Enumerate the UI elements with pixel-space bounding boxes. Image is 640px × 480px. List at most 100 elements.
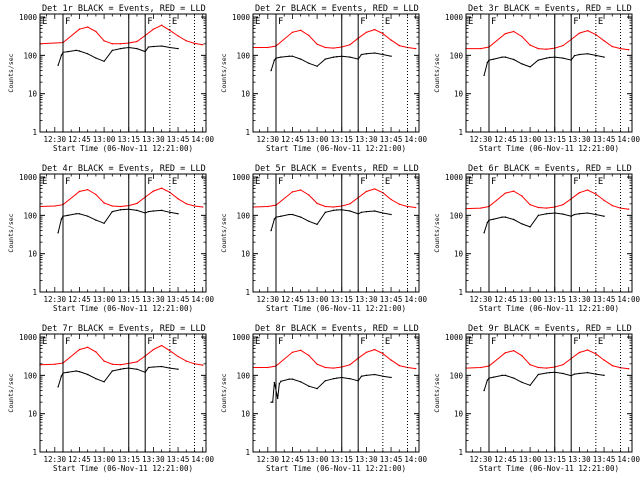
data-point-lld (291, 31, 294, 33)
series-events (270, 209, 392, 231)
x-tick-label: 12:45 (281, 135, 304, 144)
x-tick-label: 13:15 (330, 295, 353, 304)
data-point-events (169, 211, 171, 214)
data-point-lld (562, 363, 564, 366)
data-point-events (486, 221, 489, 224)
x-tick-label: 13:45 (380, 135, 403, 144)
data-point-events (280, 56, 282, 58)
plot-frame (465, 333, 633, 453)
x-tick-label: 13:15 (330, 135, 353, 144)
data-point-lld (611, 45, 613, 48)
data-point-events (512, 377, 515, 379)
data-point-events (60, 375, 63, 377)
data-point-events (75, 370, 77, 372)
data-point-lld (545, 48, 548, 50)
x-tick-label: 13:00 (306, 295, 329, 304)
data-point-events (483, 74, 485, 77)
data-point-lld (78, 348, 81, 351)
data-point-events (160, 365, 163, 368)
data-point-events (273, 59, 276, 61)
data-point-lld (103, 202, 105, 204)
data-point-lld (390, 39, 392, 41)
data-point-lld (308, 34, 310, 37)
data-point-lld (332, 367, 335, 369)
data-point-lld (504, 32, 507, 35)
data-point-events (291, 378, 294, 380)
series-lld (39, 24, 203, 46)
data-point-events (273, 381, 276, 384)
data-point-lld (267, 366, 269, 369)
data-point-events (308, 220, 310, 222)
panel-det-4: Det 4r BLACK = Events, RED = LLD Counts/s… (7, 164, 214, 313)
data-point-lld (512, 190, 515, 192)
x-axis-label: Start Time (06-Nov-11 12:21:00) (53, 144, 193, 153)
x-tick-label: 13:00 (519, 455, 542, 464)
x-tick-label: 13:30 (142, 295, 165, 304)
data-point-lld (291, 351, 294, 353)
data-point-lld (373, 28, 376, 31)
data-point-events (60, 54, 63, 57)
x-tick-label: 14:00 (404, 455, 427, 464)
panel-det-1: Det 1r BLACK = Events, RED = LLD Counts/s… (7, 4, 214, 153)
data-point-lld (86, 188, 89, 191)
event-marker-label: E (385, 337, 390, 347)
x-tick-label: 13:45 (167, 135, 190, 144)
data-point-lld (136, 202, 138, 205)
series-events (57, 208, 179, 233)
x-tick-label: 12:45 (281, 295, 304, 304)
data-point-events (78, 370, 81, 373)
event-marker-label: F (360, 337, 365, 347)
data-point-lld (193, 42, 196, 45)
data-point-events (147, 46, 150, 48)
x-tick-label: 13:15 (543, 295, 566, 304)
plot-frame (252, 173, 420, 293)
x-tick-label: 13:30 (355, 135, 378, 144)
data-point-events (529, 384, 531, 387)
x-tick-label: 13:15 (543, 135, 566, 144)
data-point-lld (537, 47, 540, 50)
data-point-events (288, 55, 290, 57)
event-marker-label: F (147, 337, 152, 347)
event-marker-label: E (468, 177, 473, 187)
x-tick-label: 14:00 (617, 295, 640, 304)
x-tick-label: 13:00 (519, 135, 542, 144)
data-point-lld (316, 363, 318, 365)
y-tick-label: 10 (454, 250, 464, 259)
plot-frame (39, 173, 207, 293)
x-tick-label: 12:45 (68, 135, 91, 144)
x-tick-label: 13:45 (380, 295, 403, 304)
x-tick-label: 12:30 (470, 455, 493, 464)
x-tick-label: 14:00 (191, 455, 214, 464)
x-tick-label: 13:30 (568, 295, 591, 304)
event-marker-label: E (255, 177, 260, 187)
data-point-events (573, 54, 576, 57)
event-marker-label: E (172, 337, 177, 347)
data-point-lld (54, 363, 56, 365)
data-point-events (136, 368, 138, 370)
event-marker-label: F (147, 17, 152, 27)
data-point-lld (578, 32, 581, 34)
x-axis-label: Start Time (06-Nov-11 12:21:00) (266, 144, 406, 153)
data-point-events (501, 374, 503, 377)
data-point-events (136, 47, 138, 50)
data-point-events (111, 49, 114, 52)
data-point-lld (308, 354, 310, 357)
data-point-events (512, 218, 515, 221)
y-tick-label: 100 (23, 371, 37, 380)
y-tick-label: 100 (449, 51, 463, 60)
data-point-events (562, 57, 564, 59)
data-point-events (529, 66, 531, 68)
event-marker-label: F (573, 17, 578, 27)
data-point-events (103, 222, 105, 225)
series-events (483, 212, 605, 233)
data-point-events (123, 47, 125, 49)
data-point-events (573, 213, 576, 216)
y-tick-label: 10 (28, 90, 38, 99)
data-point-events (324, 58, 327, 60)
data-point-events (603, 215, 605, 217)
event-marker-label: F (573, 177, 578, 187)
data-point-lld (119, 205, 122, 208)
event-marker-label: F (491, 337, 496, 347)
data-point-events (365, 374, 368, 377)
